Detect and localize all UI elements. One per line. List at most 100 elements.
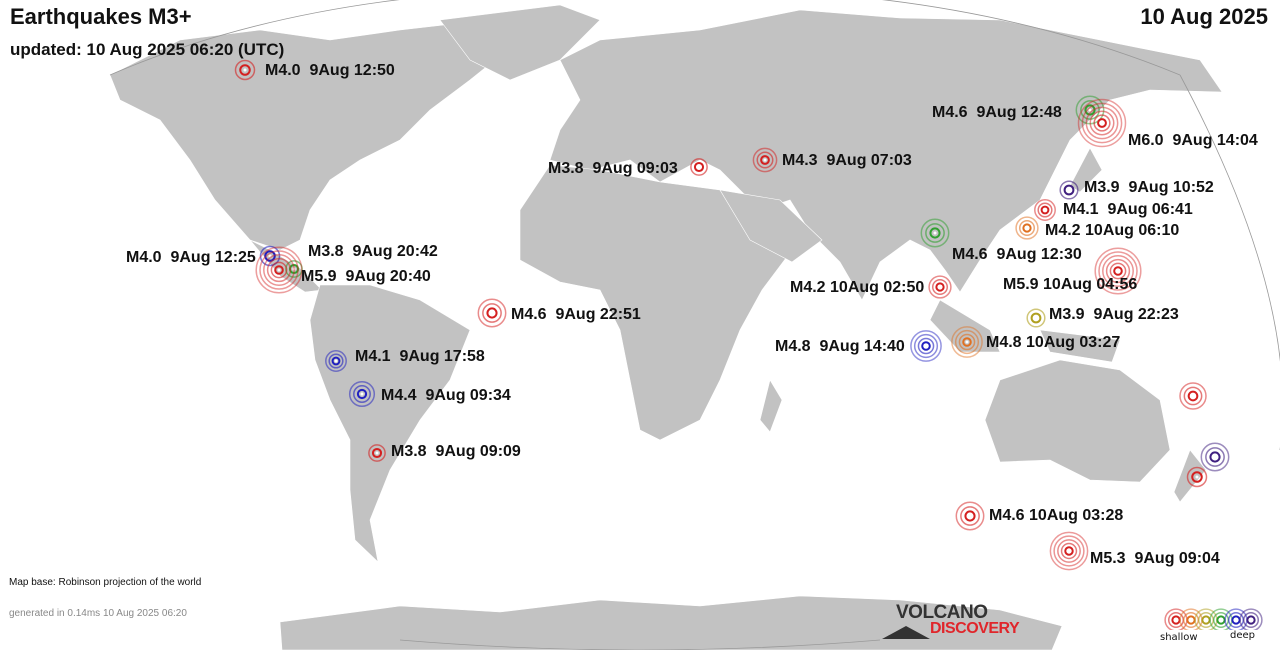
- earthquake-marker[interactable]: [910, 330, 942, 362]
- earthquake-label[interactable]: M3.9 9Aug 10:52: [1084, 179, 1214, 196]
- earthquake-label[interactable]: M4.0 9Aug 12:25: [126, 249, 256, 266]
- quake-ring: [1200, 442, 1230, 472]
- earthquake-label[interactable]: M4.8 9Aug 14:40: [775, 338, 905, 355]
- quake-ring: [690, 158, 708, 176]
- earthquake-label[interactable]: M4.1 9Aug 06:41: [1063, 201, 1193, 218]
- quake-ring: [910, 330, 942, 362]
- earthquake-label[interactable]: M5.3 9Aug 09:04: [1090, 550, 1220, 567]
- earthquake-label[interactable]: M5.9 10Aug 04:56: [1003, 276, 1138, 293]
- quake-center: [933, 231, 937, 235]
- earthquake-marker[interactable]: [1200, 442, 1230, 472]
- earthquake-label[interactable]: M4.8 10Aug 03:27: [986, 334, 1121, 351]
- earthquake-marker[interactable]: [928, 275, 952, 299]
- earthquake-label[interactable]: M4.2 10Aug 06:10: [1045, 222, 1180, 239]
- earthquake-label[interactable]: M4.2 10Aug 02:50: [790, 279, 925, 296]
- quake-ring: [760, 155, 770, 165]
- quake-ring: [1085, 106, 1119, 140]
- madagascar: [759, 379, 783, 433]
- earthquake-label[interactable]: M3.8 9Aug 09:03: [548, 160, 678, 177]
- earthquake-marker[interactable]: [1077, 98, 1127, 148]
- earthquake-marker[interactable]: [955, 501, 985, 531]
- quake-ring: [482, 303, 502, 323]
- quake-center: [1234, 618, 1238, 622]
- north-america: [109, 21, 521, 251]
- quake-ring: [1093, 114, 1111, 132]
- quake-center: [1088, 108, 1092, 112]
- new-zealand: [1173, 449, 1207, 503]
- quake-center: [763, 158, 767, 162]
- quake-ring: [1015, 216, 1039, 240]
- earthquake-label[interactable]: M6.0 9Aug 14:04: [1128, 132, 1258, 149]
- quake-center: [490, 311, 494, 315]
- earthquake-label[interactable]: M4.6 9Aug 22:51: [511, 306, 641, 323]
- eurasia: [549, 9, 1223, 301]
- australia: [984, 359, 1171, 483]
- quake-ring: [1186, 466, 1208, 488]
- earthquake-marker[interactable]: [1179, 382, 1207, 410]
- earthquake-marker[interactable]: [752, 147, 778, 173]
- quake-ring: [1063, 184, 1075, 196]
- quake-ring: [264, 250, 276, 262]
- quake-ring: [1077, 98, 1127, 148]
- quake-center: [1195, 475, 1199, 479]
- earthquake-label[interactable]: M3.8 9Aug 09:09: [391, 443, 521, 460]
- earthquake-marker[interactable]: [690, 158, 708, 176]
- earthquake-marker[interactable]: [259, 245, 281, 267]
- earthquake-marker[interactable]: [368, 444, 386, 462]
- quake-center: [938, 285, 942, 289]
- earthquake-marker[interactable]: [1026, 308, 1046, 328]
- earthquake-label[interactable]: M4.6 9Aug 12:30: [952, 246, 1082, 263]
- quake-center: [697, 165, 701, 169]
- quake-ring: [1037, 202, 1053, 218]
- quake-center: [334, 359, 338, 363]
- quake-ring: [331, 356, 341, 366]
- quake-ring: [1034, 199, 1056, 221]
- earthquake-label[interactable]: M4.6 9Aug 12:48: [932, 104, 1062, 121]
- quake-center: [375, 451, 379, 455]
- earthquake-label[interactable]: M4.4 9Aug 09:34: [381, 387, 511, 404]
- quake-ring: [1059, 180, 1079, 200]
- earthquake-label[interactable]: M3.9 9Aug 22:23: [1049, 306, 1179, 323]
- quake-ring: [752, 147, 778, 173]
- earthquake-label[interactable]: M4.0 9Aug 12:50: [265, 62, 395, 79]
- earthquake-label[interactable]: M4.6 10Aug 03:28: [989, 507, 1124, 524]
- earthquake-label[interactable]: M5.9 9Aug 20:40: [301, 268, 431, 285]
- quake-ring: [266, 257, 292, 283]
- quake-center: [1067, 549, 1071, 553]
- quake-ring: [274, 265, 284, 275]
- quake-ring: [921, 341, 931, 351]
- earthquake-marker[interactable]: [1186, 466, 1208, 488]
- earthquake-marker[interactable]: [325, 350, 347, 372]
- earthquake-marker[interactable]: [255, 246, 303, 294]
- earthquake-marker[interactable]: [348, 380, 376, 408]
- earthquake-label[interactable]: M4.3 9Aug 07:03: [782, 152, 912, 169]
- earthquake-marker[interactable]: [951, 326, 983, 358]
- quake-ring: [917, 337, 935, 355]
- earthquake-marker[interactable]: [1059, 180, 1079, 200]
- earthquake-label[interactable]: M3.8 9Aug 20:42: [308, 243, 438, 260]
- quake-center: [1191, 394, 1195, 398]
- quake-center: [965, 340, 969, 344]
- earthquake-marker[interactable]: [1094, 247, 1142, 295]
- earthquake-marker[interactable]: [477, 298, 507, 328]
- earthquake-marker[interactable]: [920, 218, 950, 248]
- japan: [1069, 147, 1103, 193]
- quake-ring: [928, 275, 952, 299]
- quake-ring: [259, 250, 299, 290]
- quake-ring: [920, 218, 950, 248]
- earthquake-marker[interactable]: [1049, 531, 1089, 571]
- earthquake-marker[interactable]: [234, 59, 256, 81]
- quake-ring: [1018, 219, 1036, 237]
- earthquake-label[interactable]: M4.1 9Aug 17:58: [355, 348, 485, 365]
- legend-deep-label: deep: [1230, 630, 1255, 641]
- volcanodiscovery-logo[interactable]: VOLCANO DISCOVERY: [882, 602, 1032, 642]
- earthquake-marker[interactable]: [1034, 199, 1056, 221]
- quake-ring: [368, 444, 386, 462]
- legend-depth-ring[interactable]: [1239, 608, 1263, 632]
- quake-center: [1219, 618, 1223, 622]
- earthquake-marker[interactable]: [1015, 216, 1039, 240]
- quake-ring: [1094, 247, 1142, 295]
- quake-ring: [935, 282, 945, 292]
- quake-ring: [931, 278, 949, 296]
